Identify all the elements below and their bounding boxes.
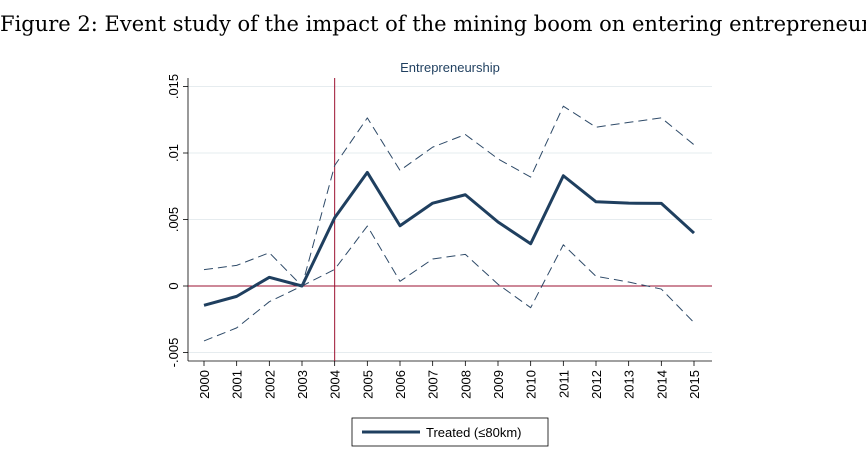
y-tick-label: -.005: [166, 338, 181, 368]
x-tick-label: 2011: [556, 370, 571, 398]
y-tick-label: .01: [166, 144, 181, 162]
x-tick-label: 2005: [360, 370, 375, 399]
series-line-lower-ci: [203, 225, 695, 342]
series-line-treated: [203, 170, 696, 307]
series-line-upper-ci: [203, 105, 695, 287]
legend-label-treated: Treated (≤80km): [426, 425, 522, 440]
x-tick-label: 2004: [328, 370, 343, 399]
x-tick-label: 2010: [524, 370, 539, 399]
x-tick-label: 2009: [491, 370, 506, 399]
x-tick-label: 2013: [622, 370, 637, 399]
y-tick-label: 0: [166, 282, 181, 289]
x-tick-label: 2000: [197, 370, 212, 399]
x-tick-label: 2015: [687, 370, 702, 399]
legend: Treated (≤80km): [351, 417, 549, 447]
figure-title: Figure 2: Event study of the impact of t…: [0, 12, 866, 36]
x-tick-label: 2003: [295, 370, 310, 399]
chart-title: Entrepreneurship: [400, 60, 500, 75]
y-tick-label: .005: [166, 207, 181, 232]
x-tick-label: 2002: [262, 370, 277, 399]
x-tick-label: 2008: [458, 370, 473, 399]
x-tick-label: 2014: [654, 370, 669, 399]
x-tick-label: 2001: [230, 370, 245, 399]
x-tick-label: 2007: [426, 370, 441, 399]
x-tick-label: 2012: [589, 370, 604, 399]
x-tick-label: 2006: [393, 370, 408, 399]
y-tick-label: .015: [166, 74, 181, 99]
